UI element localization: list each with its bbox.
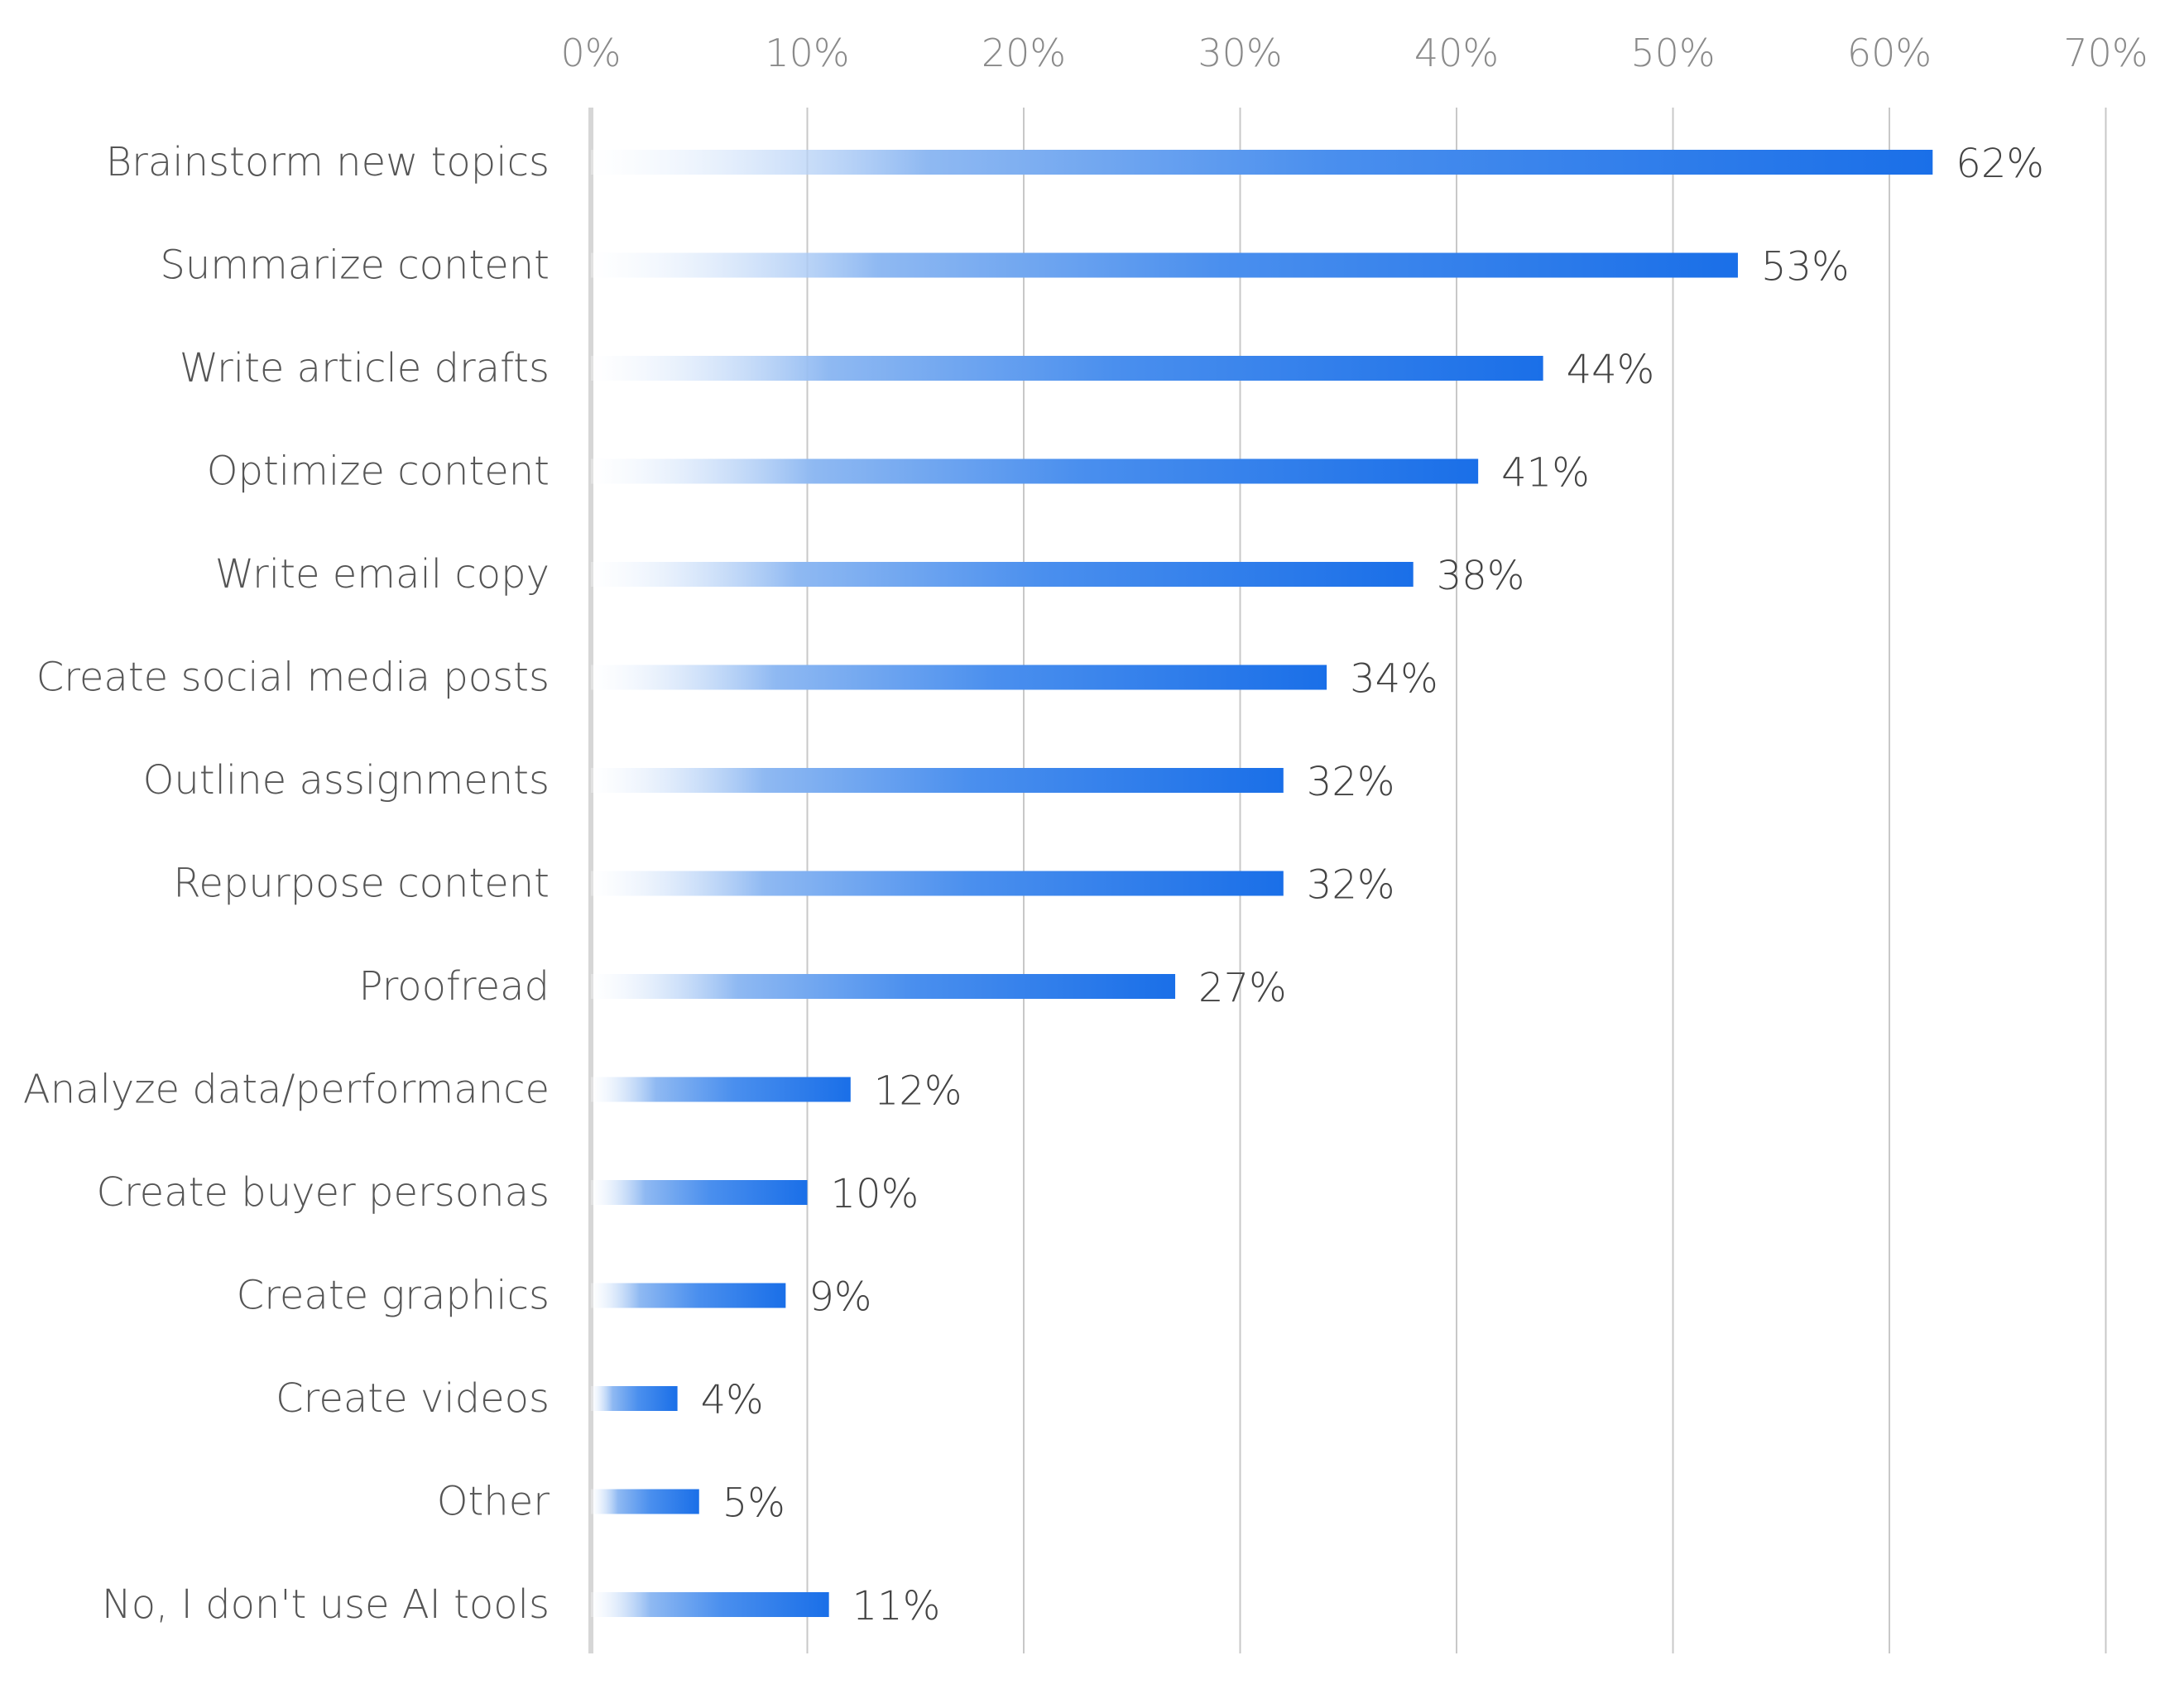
bar [591,974,1176,999]
x-tick-label: 40% [1414,31,1499,75]
x-tick-label: 0% [561,31,622,75]
value-label: 44% [1567,347,1655,393]
value-label: 41% [1501,450,1590,497]
x-tick-label: 10% [765,31,849,75]
value-label: 53% [1761,244,1850,290]
bar [591,252,1738,278]
bar [591,150,1933,175]
bar [591,1592,829,1617]
category-label: Create social media posts [36,655,550,701]
x-tick-label: 20% [982,31,1066,75]
bars-layer [591,150,1933,1617]
category-label: Create videos [276,1375,550,1422]
x-tick-label: 30% [1198,31,1282,75]
bar [591,768,1284,793]
value-label: 34% [1350,656,1438,703]
bar [591,1283,786,1308]
value-label: 62% [1956,141,2044,187]
bar [591,562,1414,587]
value-label: 32% [1307,862,1395,909]
value-label: 9% [809,1274,871,1321]
category-label: Other [437,1479,550,1525]
category-label: Analyze data/performance [23,1067,550,1113]
x-tick-label: 60% [1847,31,1932,75]
value-label: 10% [831,1171,919,1217]
value-label: 4% [701,1377,764,1423]
category-label: Summarize content [160,242,550,289]
category-label: No, I don't use AI tools [102,1581,550,1628]
category-label: Proofread [358,963,550,1010]
category-label: Outline assignments [143,757,550,804]
x-tick-label: 50% [1630,31,1715,75]
bar [591,1489,699,1514]
value-label: 5% [722,1480,785,1527]
category-label: Repurpose content [173,861,550,907]
value-label: 12% [874,1068,962,1115]
category-label: Brainstorm new topics [106,139,550,185]
bar [591,1077,851,1102]
bar [591,871,1284,896]
bar [591,1386,678,1411]
category-label: Create graphics [237,1273,550,1319]
bar [591,1180,808,1205]
x-tick-label: 70% [2063,31,2148,75]
value-label: 27% [1198,965,1287,1011]
bar [591,458,1479,484]
value-label: 38% [1437,553,1525,599]
category-label: Create buyer personas [96,1169,550,1216]
value-label: 11% [852,1583,941,1629]
category-label: Optimize content [207,449,550,495]
value-label: 32% [1307,759,1395,805]
bar [591,356,1543,381]
labels-layer: 0% 10% 20% 30% 40% 50% 60% 70% Brainstorm new to… [23,31,2148,1629]
category-label: Write email copy [215,551,550,597]
category-label: Write article drafts [180,345,550,391]
bar [591,665,1327,690]
